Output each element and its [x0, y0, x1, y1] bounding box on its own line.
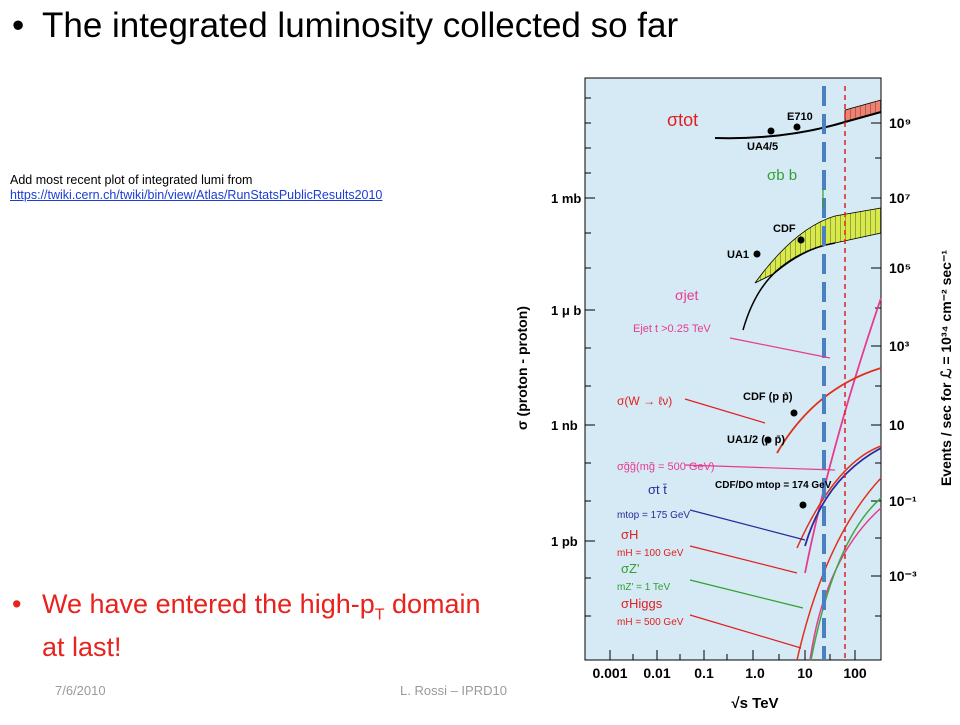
label-sigma-jet: σjet	[675, 287, 699, 303]
bullet2-line2: at last!	[42, 632, 122, 663]
right-ticks	[871, 122, 881, 617]
bullet-dot: •	[12, 6, 25, 45]
label-mh100: mH = 100 GeV	[617, 548, 684, 559]
label-e710: E710	[787, 111, 813, 123]
label-ua45: UA4/5	[747, 141, 778, 153]
highlight-bullet: • We have entered the high-pT domain at l…	[12, 588, 481, 664]
label-cdf-do: CDF/DO mtop = 174 GeV	[715, 480, 832, 491]
footer-date: 7/6/2010	[55, 683, 106, 698]
point-ua1	[753, 250, 761, 258]
point-cdf	[797, 236, 805, 244]
label-sigma-jet-cut: Ejet t >0.25 TeV	[633, 323, 711, 335]
left-ticks	[585, 97, 595, 617]
sigma-tot-curve	[714, 111, 882, 140]
label-sigma-tt: σt t̄	[648, 482, 667, 497]
bullet2-line1: We have entered the high-pT domain	[42, 589, 481, 624]
xtick-100: 100	[843, 665, 867, 681]
label-cdf: CDF	[773, 223, 796, 235]
label-sigma-higgs: σHiggs	[621, 596, 663, 611]
note-text: Add most recent plot of integrated lumi …	[10, 173, 253, 187]
rtick-1e3: 10³	[889, 338, 910, 354]
bottom-ticks	[609, 650, 856, 660]
xtick-001: 0.01	[643, 665, 670, 681]
note-link[interactable]: https://twiki.cern.ch/twiki/bin/view/Atl…	[10, 188, 383, 202]
bullet-dot: •	[12, 589, 22, 619]
rtick-10: 10	[889, 417, 905, 433]
footer-author: L. Rossi – IPRD10	[400, 683, 507, 698]
label-sigma-gg: σg̃g̃(mg̃ = 500 GeV)	[617, 461, 715, 473]
label-mz: mZ' = 1 TeV	[617, 582, 670, 593]
label-mtop: mtop = 175 GeV	[617, 510, 690, 521]
sigma-bb-band	[754, 207, 882, 284]
ytick-mb: 1 mb	[551, 191, 581, 206]
y-axis-left-label: σ (proton - proton)	[514, 306, 530, 430]
sigma-h-curve	[796, 445, 882, 549]
rtick-1e5: 10⁵	[889, 260, 911, 276]
point-cdf-pp	[790, 409, 798, 417]
label-ua1: UA1	[727, 249, 749, 261]
label-sigma-w: σ(W → ℓν)	[617, 394, 672, 408]
label-sigma-h: σH	[621, 527, 638, 542]
label-sigma-z: σZ'	[621, 561, 639, 576]
sigma-z-curve	[810, 497, 882, 661]
point-ua45	[767, 127, 775, 135]
ytick-ub: 1 μ b	[551, 303, 581, 318]
sigma-higgs-curve	[796, 477, 882, 661]
label-ua12: UA1/2 (p p̄)	[727, 434, 785, 446]
x-axis-label: √s TeV	[731, 695, 778, 712]
label-sigma-bb: σb b	[767, 167, 797, 184]
point-ua12	[764, 436, 772, 444]
label-cdf-pp: CDF (p p̄)	[743, 391, 793, 403]
rtick-1e7: 10⁷	[889, 190, 911, 206]
xtick-0001: 0.001	[592, 665, 627, 681]
placeholder-note: Add most recent plot of integrated lumi …	[10, 173, 382, 203]
label-mh500: mH = 500 GeV	[617, 617, 684, 628]
label-sigma-tot: σtot	[667, 110, 698, 130]
sigma-tt-curve	[804, 447, 882, 547]
cross-section-plot: 1 mb 1 μ b 1 nb 1 pb σ (proton - proton)…	[505, 68, 960, 720]
xtick-01: 0.1	[694, 665, 714, 681]
point-cdf-do	[799, 501, 807, 509]
arrows	[684, 188, 836, 649]
ytick-nb: 1 nb	[551, 418, 578, 433]
sigma-jet-curve	[804, 297, 882, 574]
point-e710	[793, 123, 801, 131]
rtick-1e-1: 10⁻¹	[889, 493, 917, 509]
plot-area	[584, 77, 882, 661]
xtick-10: 10	[797, 665, 813, 681]
title-text: The integrated luminosity collected so f…	[42, 6, 679, 45]
xtick-1: 1.0	[745, 665, 765, 681]
sigma-bb-curve	[742, 242, 836, 331]
plot-svg: 1 mb 1 μ b 1 nb 1 pb σ (proton - proton)…	[514, 77, 954, 712]
ytick-pb: 1 pb	[551, 534, 578, 549]
rtick-1e9: 10⁹	[889, 115, 911, 131]
y-axis-right-label: Events / sec for ℒ = 10³⁴ cm⁻² sec⁻¹	[938, 250, 954, 486]
rtick-1e-3: 10⁻³	[889, 568, 917, 584]
slide-title: • The integrated luminosity collected so …	[12, 6, 678, 46]
